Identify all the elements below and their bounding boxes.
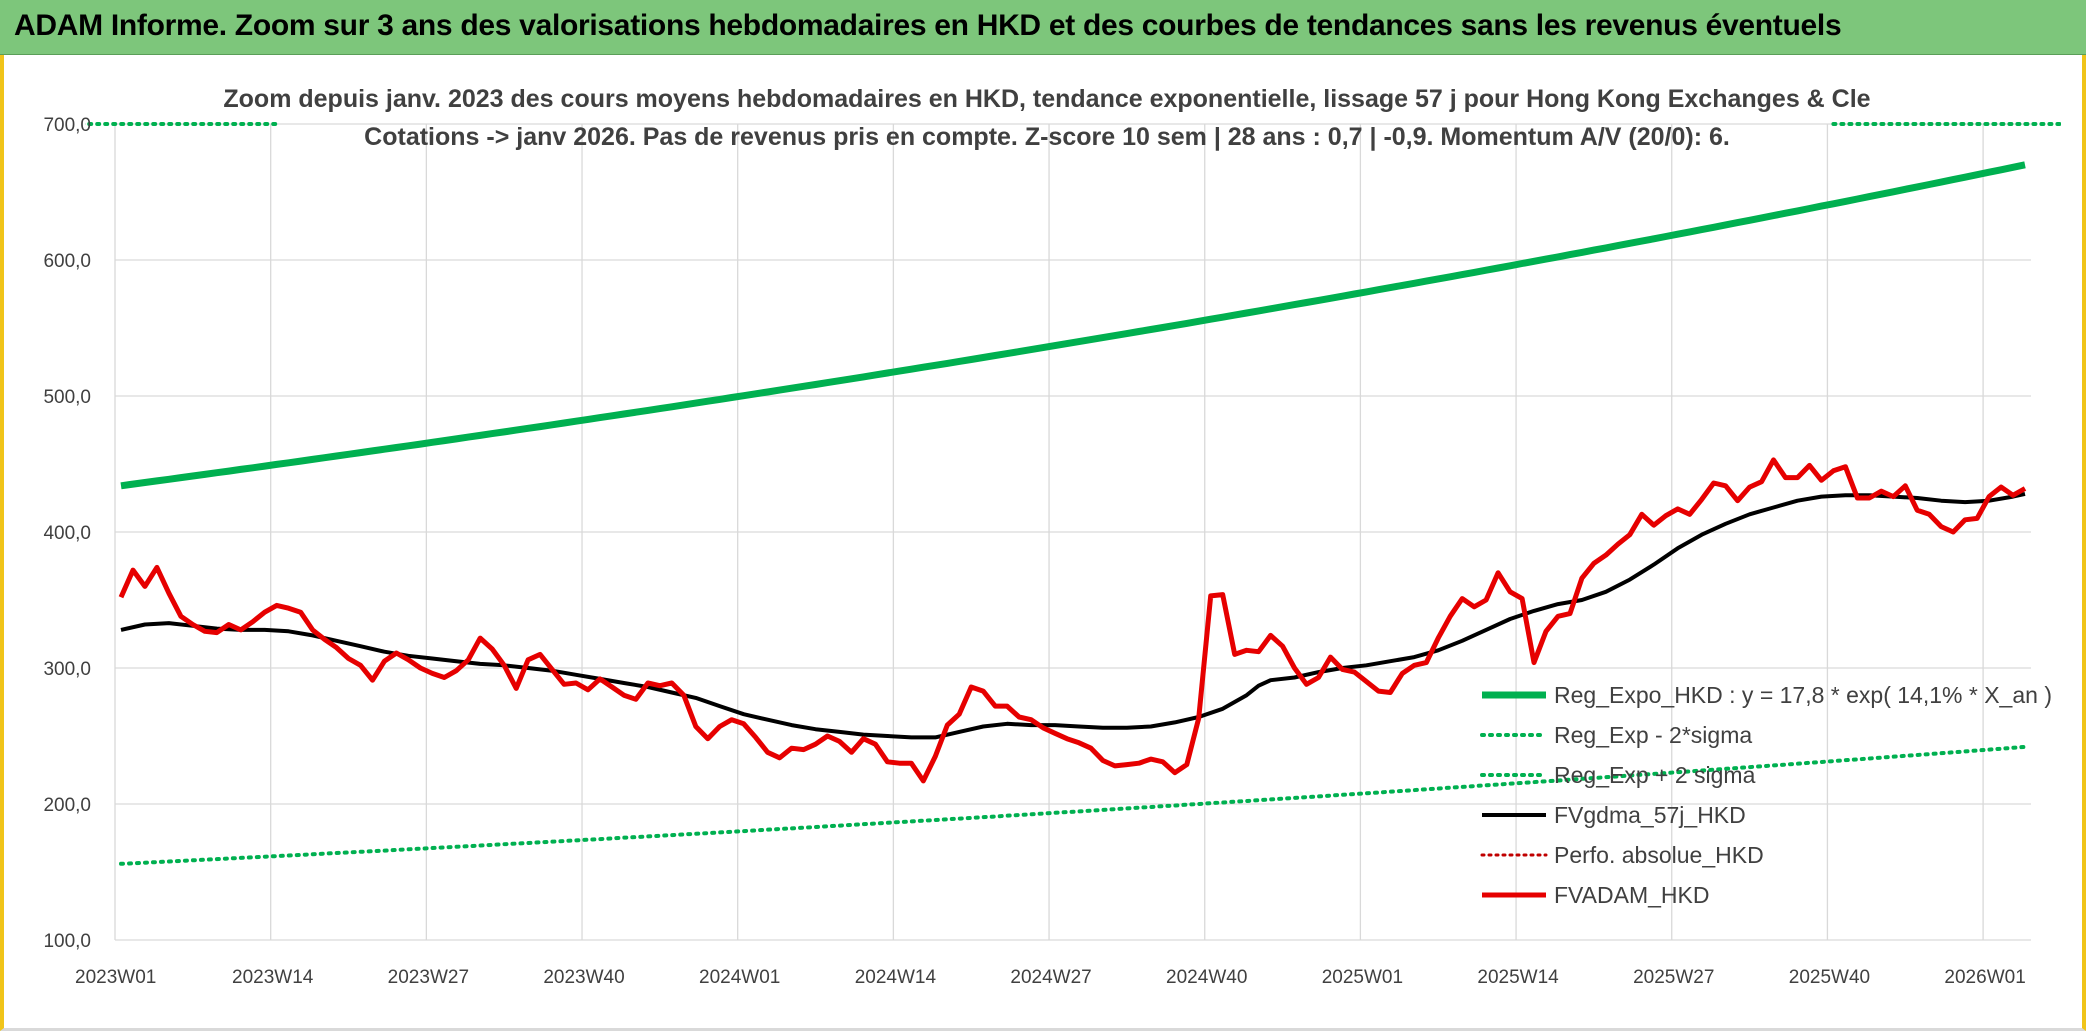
x-tick-label: 2025W14 [1477,967,1559,988]
x-tick-label: 2023W27 [388,967,469,988]
x-tick-label: 2025W40 [1789,967,1870,988]
y-tick-label: 200,0 [43,795,91,816]
x-tick-label: 2025W01 [1322,967,1403,988]
x-tick-label: 2024W27 [1010,967,1091,988]
y-tick-label: 400,0 [43,523,91,544]
x-tick-label: 2023W01 [75,967,156,988]
y-tick-label: 600,0 [43,251,91,272]
report-title: ADAM Informe. Zoom sur 3 ans des valoris… [14,9,1842,42]
series-line-minus2 [119,744,2027,866]
y-axis: 100,0 200,0 300,0 400,0 500,0 600,0 700,0 [43,115,91,952]
x-tick-label: 2024W14 [855,967,937,988]
chart-subtitle: Zoom depuis janv. 2023 des cours moyens … [223,85,1870,151]
x-tick-label: 2025W27 [1633,967,1714,988]
y-tick-label: 700,0 [43,115,91,136]
x-tick-label: 2023W40 [543,967,624,988]
chart-frame: Zoom depuis janv. 2023 des cours moyens … [0,55,2086,1031]
legend-label-plus2: Reg_Exp + 2 sigma [1554,762,1756,788]
legend-label-fvgdma: FVgdma_57j_HKD [1554,802,1746,828]
series-line-fvgdma [120,491,2026,740]
y-tick-label: 100,0 [43,931,91,952]
legend-label-minus2: Reg_Exp - 2*sigma [1554,722,1752,748]
x-tick-label: 2024W01 [699,967,780,988]
chart-subtitle-line: Zoom depuis janv. 2023 des cours moyens … [223,85,1870,113]
legend-label-fvadam: FVADAM_HKD [1554,882,1710,908]
x-tick-label: 2023W14 [232,967,314,988]
grid [114,123,2031,941]
x-tick-label: 2024W40 [1166,967,1247,988]
legend-label-perfo: Perfo. absolue_HKD [1554,842,1764,868]
y-tick-label: 300,0 [43,659,91,680]
chart-svg: Zoom depuis janv. 2023 des cours moyens … [43,85,2061,988]
legend-label-reg_expo: Reg_Expo_HKD : y = 17,8 * exp( 14,1% * X… [1554,682,2052,708]
y-tick-label: 500,0 [43,387,91,408]
x-axis: 2023W01 2023W14 2023W27 2023W40 2024W01 2024W… [75,967,2026,988]
series-line-fvadam [118,457,2027,784]
chart-subtitle-line: Cotations -> janv 2026. Pas de revenus p… [364,123,1730,151]
x-tick-label: 2026W01 [1944,967,2025,988]
plot-area [85,122,2061,866]
report-banner: ADAM Informe. Zoom sur 3 ans des valoris… [0,0,2086,55]
series-line-reg_expo [120,161,2026,490]
legend: Reg_Expo_HKD : y = 17,8 * exp( 14,1% * X… [1480,682,2052,908]
